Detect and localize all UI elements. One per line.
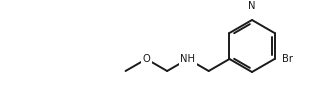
Text: O: O [142, 54, 150, 64]
Text: NH: NH [180, 54, 195, 64]
Text: Br: Br [281, 54, 293, 64]
Text: N: N [248, 1, 256, 11]
